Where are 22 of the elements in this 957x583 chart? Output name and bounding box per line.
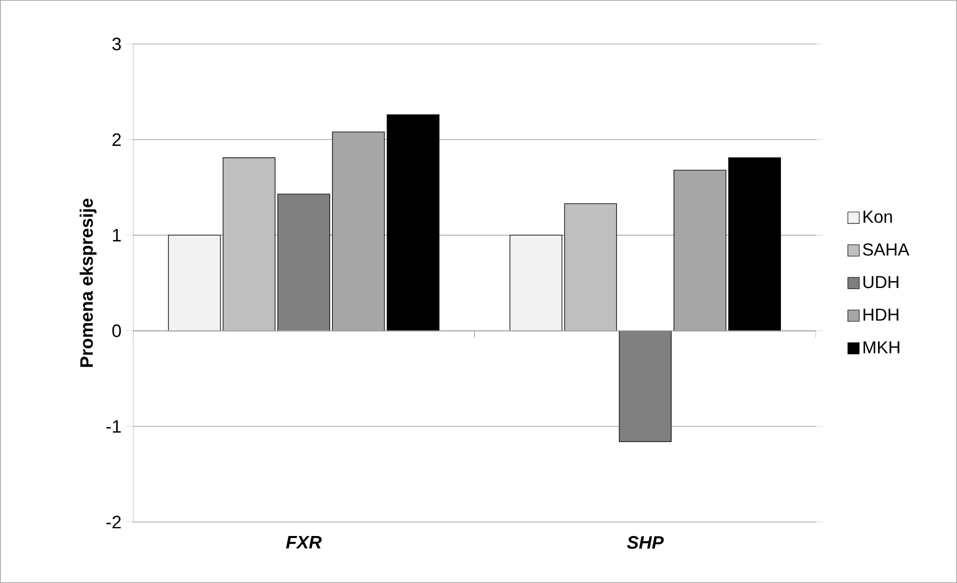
bar bbox=[386, 114, 440, 332]
legend-label: HDH bbox=[864, 308, 898, 321]
bar bbox=[728, 157, 781, 332]
y-tick-label: 2 bbox=[112, 133, 121, 146]
bar bbox=[168, 234, 221, 332]
legend-label: MKH bbox=[864, 341, 900, 354]
y-axis-title: Promena ekspresije bbox=[80, 198, 96, 367]
x-tick-label: FXR bbox=[286, 536, 322, 548]
legend-label: Kon bbox=[864, 210, 892, 223]
y-tick-label: -1 bbox=[106, 420, 121, 433]
legend-label: UDH bbox=[864, 276, 898, 288]
x-tick-label: SHP bbox=[626, 536, 664, 549]
bar bbox=[618, 330, 672, 442]
bar bbox=[510, 234, 562, 332]
y-tick-label: 0 bbox=[112, 324, 121, 338]
y-tick-label: -2 bbox=[106, 516, 121, 528]
bar bbox=[222, 157, 276, 332]
legend-label: SAHA bbox=[862, 243, 910, 256]
bar bbox=[277, 194, 330, 332]
y-tick-label: 1 bbox=[112, 229, 121, 242]
y-tick-label: 3 bbox=[112, 38, 121, 50]
bar bbox=[564, 203, 617, 332]
